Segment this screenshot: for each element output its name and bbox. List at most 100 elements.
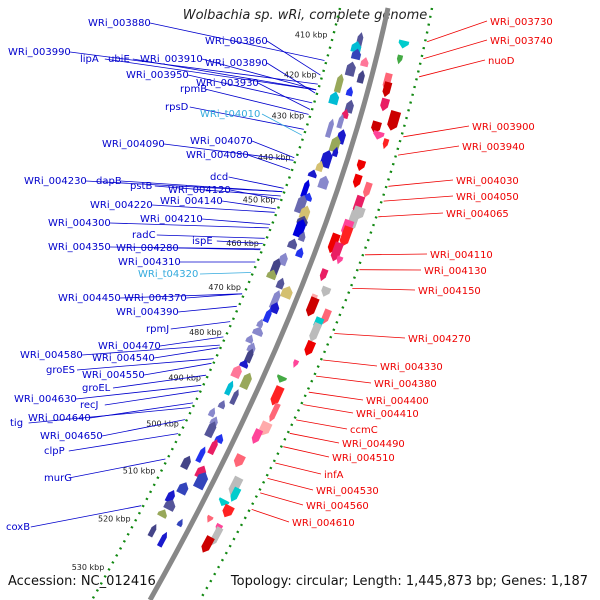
gene-label-left[interactable]: ispE: [192, 236, 213, 247]
gene-feature-reverse: [305, 296, 320, 317]
gene-label-left[interactable]: WRi_004540: [92, 353, 155, 364]
gene-label-left[interactable]: WRi_004470: [98, 341, 161, 352]
gene-label-right[interactable]: WRi_004510: [332, 453, 395, 464]
gene-label-right[interactable]: WRi_004065: [446, 209, 509, 220]
map-title: Wolbachia sp. wRi, complete genome: [182, 8, 428, 23]
gene-label-left[interactable]: recJ: [80, 400, 99, 411]
gene-label-right[interactable]: WRi_004380: [374, 379, 437, 390]
gene-label-right[interactable]: WRi_004410: [356, 409, 419, 420]
gene-label-left[interactable]: WRi_004300: [48, 218, 111, 229]
gene-label-left[interactable]: radC: [132, 230, 156, 241]
gene-label-left[interactable]: WRi_004280: [116, 243, 179, 254]
leader-line: [154, 185, 281, 197]
gene-label-left[interactable]: groES: [46, 365, 75, 376]
gene-label-right[interactable]: WRi_004610: [292, 518, 355, 529]
gene-label-left[interactable]: pstB: [130, 181, 152, 192]
gene-label-right[interactable]: WRi_004330: [380, 362, 443, 373]
gene-label-left[interactable]: WRi_004140: [160, 196, 223, 207]
gene-label-left[interactable]: WRi_004630: [14, 394, 77, 405]
gene-label-left[interactable]: groEL: [82, 383, 111, 394]
gene-feature-forward: [336, 113, 345, 129]
gene-label-left[interactable]: WRi_004230: [24, 176, 87, 187]
gene-label-left[interactable]: WRi_003880: [88, 18, 151, 29]
gene-label-left[interactable]: WRi_004090: [102, 139, 165, 150]
gene-label-right[interactable]: WRi_004150: [418, 286, 481, 297]
gene-feature-forward: [344, 61, 356, 77]
gene-feature-reverse: [201, 535, 215, 553]
gene-label-left[interactable]: clpP: [44, 446, 65, 457]
gene-label-right[interactable]: WRi_004050: [456, 192, 519, 203]
gene-label-left[interactable]: WRi_004450: [58, 293, 121, 304]
gene-feature-reverse: [207, 514, 214, 523]
gene-label-left[interactable]: WRi_003860: [205, 36, 268, 47]
gene-label-right[interactable]: WRi_004130: [424, 266, 487, 277]
leader-line: [156, 234, 265, 239]
gene-label-left[interactable]: WRi_003890: [205, 58, 268, 69]
gene-feature-forward: [246, 342, 256, 354]
gene-label-left[interactable]: ubiE: [108, 54, 130, 65]
gene-feature-reverse: [339, 225, 354, 247]
gene-label-left[interactable]: rpmJ: [146, 324, 169, 335]
gene-feature-reverse: [356, 159, 367, 171]
gene-label-left[interactable]: WRi_003990: [8, 47, 71, 58]
gene-label-right[interactable]: WRi_004030: [456, 176, 519, 187]
gene-label-right[interactable]: WRi_004490: [342, 439, 405, 450]
gene-label-left[interactable]: WRi_004640: [28, 413, 91, 424]
gene-label-left[interactable]: rpsD: [165, 102, 189, 113]
gene-label-left[interactable]: tig: [10, 418, 23, 429]
tick-label: 530 kbp: [72, 563, 105, 572]
gene-feature-reverse: [270, 385, 285, 406]
gene-label-right[interactable]: WRi_004400: [366, 396, 429, 407]
gene-label-left[interactable]: WRi_t04010: [200, 109, 260, 120]
gene-label-left[interactable]: WRi_004120: [168, 185, 231, 196]
gene-label-left[interactable]: murG: [44, 473, 72, 484]
gene-label-right[interactable]: WRi_004560: [306, 501, 369, 512]
gene-label-right[interactable]: WRi_003730: [490, 17, 553, 28]
gene-label-left[interactable]: WRi_003930: [196, 78, 259, 89]
gene-label-left[interactable]: dapB: [96, 176, 122, 187]
leader-line: [289, 432, 340, 444]
leader-line: [28, 407, 191, 424]
gene-label-left[interactable]: WRi_004310: [118, 257, 181, 268]
gene-feature-forward: [275, 277, 285, 290]
tick-label: 470 kbp: [208, 283, 241, 292]
tick-label: 480 kbp: [189, 328, 222, 337]
gene-label-right[interactable]: infA: [324, 470, 344, 481]
leader-line: [275, 462, 322, 475]
gene-label-right[interactable]: WRi_004110: [430, 250, 493, 261]
gene-feature-forward: [300, 179, 310, 199]
gene-label-left[interactable]: WRi_003950: [126, 70, 189, 81]
gene-label-left[interactable]: WRi_004580: [20, 350, 83, 361]
leader-line: [204, 88, 309, 115]
gene-label-left[interactable]: coxB: [6, 522, 30, 533]
leader-line: [76, 358, 214, 371]
gene-label-right[interactable]: WRi_003940: [462, 142, 525, 153]
gene-feature-forward: [298, 205, 311, 221]
tick-label: 450 kbp: [243, 196, 276, 205]
gene-feature-forward: [295, 247, 304, 259]
gene-label-left[interactable]: WRi_004080: [186, 150, 249, 161]
leader-line: [151, 204, 275, 213]
gene-label-left[interactable]: WRi_004650: [40, 431, 103, 442]
gene-feature-forward: [333, 73, 344, 94]
gene-label-right[interactable]: ccmC: [350, 425, 378, 436]
gene-label-left[interactable]: WRi_004220: [90, 200, 153, 211]
gene-label-right[interactable]: nuoD: [488, 56, 515, 67]
gene-label-left[interactable]: dcd: [210, 172, 228, 183]
gene-label-left[interactable]: WRi_004210: [140, 214, 203, 225]
gene-label-left[interactable]: rpmB: [180, 84, 207, 95]
gene-label-left[interactable]: WRi_004370: [124, 293, 187, 304]
gene-label-right[interactable]: WRi_003740: [490, 36, 553, 47]
gene-label-left[interactable]: WRi_004350: [48, 242, 111, 253]
gene-label-right[interactable]: WRi_003900: [472, 122, 535, 133]
gene-label-left[interactable]: WRi_t04320: [138, 269, 198, 280]
gene-label-right[interactable]: WRi_004270: [408, 334, 471, 345]
gene-label-left[interactable]: WRi_004390: [116, 307, 179, 318]
backbone: [147, 7, 391, 600]
gene-label-left[interactable]: WRi_003910: [140, 54, 203, 65]
gene-label-right[interactable]: WRi_004530: [316, 486, 379, 497]
gene-label-left[interactable]: lipA: [80, 54, 99, 65]
gene-label-left[interactable]: WRi_004070: [190, 136, 253, 147]
gene-label-left[interactable]: WRi_004550: [82, 370, 145, 381]
